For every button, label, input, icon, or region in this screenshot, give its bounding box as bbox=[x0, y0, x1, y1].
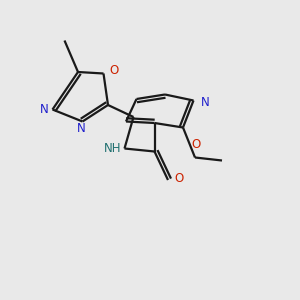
Text: O: O bbox=[192, 139, 201, 152]
Text: O: O bbox=[110, 64, 119, 77]
Text: N: N bbox=[76, 122, 85, 135]
Text: O: O bbox=[174, 172, 183, 185]
Text: NH: NH bbox=[104, 142, 121, 155]
Text: N: N bbox=[201, 95, 210, 109]
Text: N: N bbox=[40, 103, 49, 116]
